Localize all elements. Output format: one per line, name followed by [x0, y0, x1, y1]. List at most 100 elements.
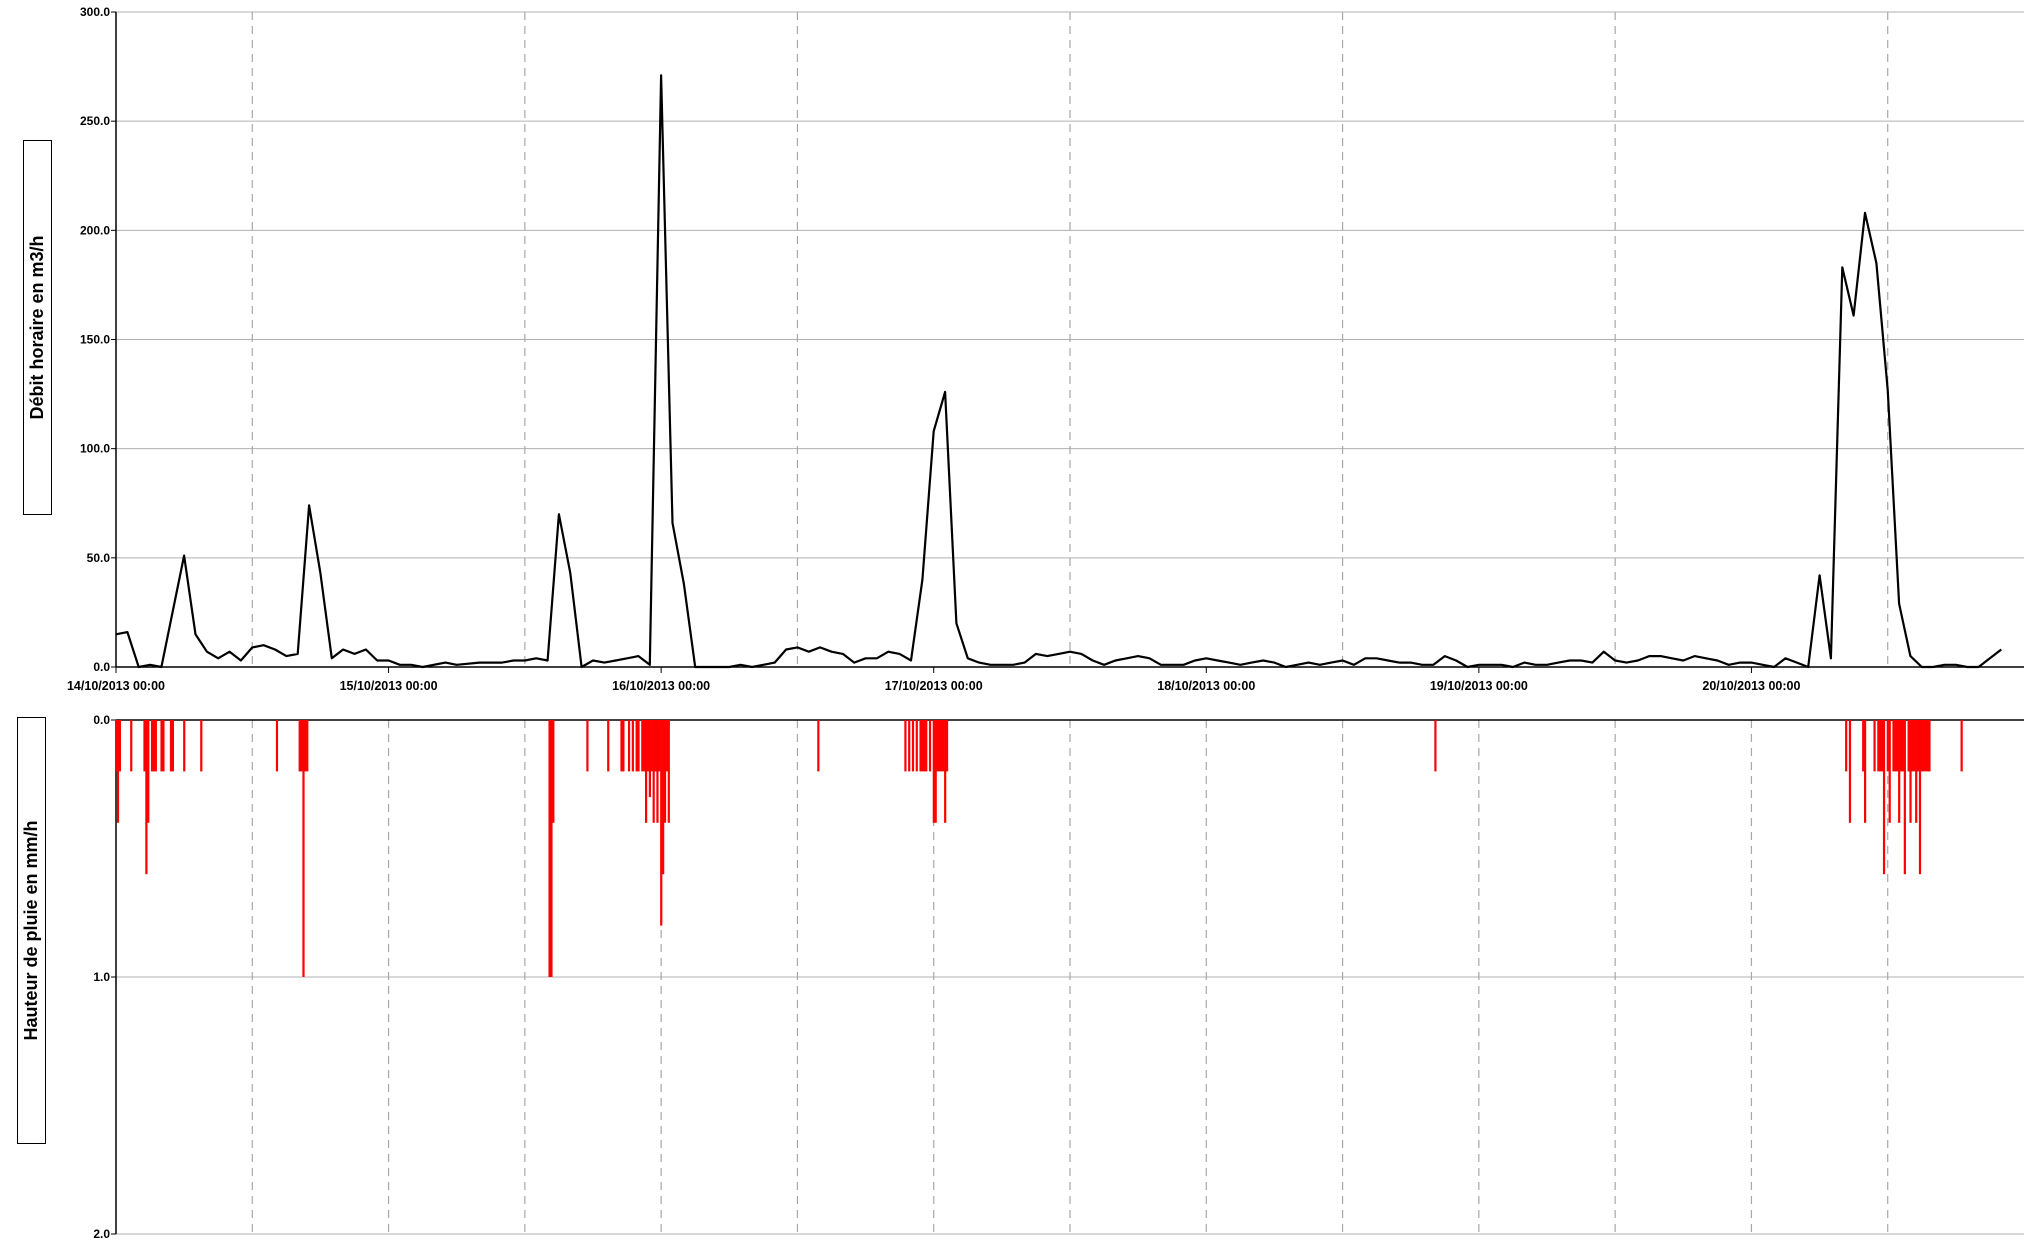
flow-y-tick-label: 0.0 [93, 660, 110, 674]
rain-bar [1845, 720, 1848, 772]
flow-y-tick-label: 50.0 [87, 551, 111, 565]
rain-bar [665, 720, 669, 772]
rain-bar [654, 720, 657, 772]
flow-x-tick-label: 14/10/2013 00:00 [67, 679, 165, 693]
rain-bar [1888, 720, 1891, 823]
rain-bar [648, 720, 651, 798]
rain-bar [306, 720, 309, 772]
rain-y-tick-label: 0.0 [93, 713, 110, 727]
rain-bar [945, 720, 949, 772]
rain-bar [928, 720, 932, 772]
rain-bar [923, 720, 926, 772]
rain-bar [183, 720, 186, 772]
rain-bar [1896, 720, 1899, 772]
rain-bar [1862, 720, 1865, 772]
rain-bar [1886, 720, 1889, 772]
rain-y-axis-label: Hauteur de pluie en mm/h [17, 717, 46, 1144]
rain-bar [552, 720, 555, 823]
rain-bar [921, 720, 924, 772]
rain-bar [150, 720, 154, 772]
rain-bar [145, 720, 148, 875]
rain-bar [908, 720, 911, 772]
rain-bar [1848, 720, 1852, 823]
rain-bar [300, 720, 303, 772]
rain-bar [1909, 720, 1912, 823]
rain-bar [1911, 720, 1914, 772]
rain-bar [1901, 720, 1905, 772]
rain-bar [667, 720, 670, 823]
flow-x-tick-label: 20/10/2013 00:00 [1702, 679, 1800, 693]
rain-bar [932, 720, 935, 823]
rain-bar [1864, 720, 1867, 823]
rain-bar [607, 720, 610, 772]
flow-y-tick-label: 100.0 [80, 442, 110, 456]
rain-bar [627, 720, 631, 772]
rain-bar [915, 720, 918, 772]
rain-bar [1881, 720, 1884, 772]
rain-bar [620, 720, 623, 772]
rain-bar [302, 720, 305, 977]
rain-bar [1926, 720, 1929, 772]
rain-bar [656, 720, 659, 823]
rain-bar [304, 720, 307, 772]
rain-bar [911, 720, 915, 772]
rain-bar [1882, 720, 1886, 875]
rain-bar [1960, 720, 1963, 772]
flow-x-tick-label: 16/10/2013 00:00 [612, 679, 710, 693]
rain-bar [1879, 720, 1882, 772]
rain-bar [130, 720, 133, 772]
rain-bar [548, 720, 551, 977]
rain-bar [934, 720, 937, 823]
rain-bar [641, 720, 644, 772]
rain-bar [550, 720, 553, 977]
rain-bar [298, 720, 301, 772]
rain-bar [940, 720, 943, 772]
rain-bar [925, 720, 928, 772]
rain-bar [904, 720, 907, 772]
flow-y-axis-label: Débit horaire en m3/h [23, 140, 52, 515]
rain-bar [275, 720, 279, 772]
flow-x-tick-label: 19/10/2013 00:00 [1430, 679, 1528, 693]
rain-bar [1899, 720, 1903, 772]
rain-bar [650, 720, 653, 772]
rain-bar [663, 720, 667, 823]
flow-y-tick-label: 200.0 [80, 223, 110, 237]
rain-bar [152, 720, 156, 772]
rain-bar [645, 720, 648, 823]
rain-bar [919, 720, 922, 772]
rain-bar [646, 720, 650, 772]
flow-x-tick-label: 15/10/2013 00:00 [340, 679, 438, 693]
flow-x-tick-label: 17/10/2013 00:00 [885, 679, 983, 693]
flow-y-tick-label: 300.0 [80, 5, 110, 19]
rain-bar [938, 720, 941, 772]
flow-y-tick-label: 250.0 [80, 114, 110, 128]
rain-bar [1894, 720, 1897, 772]
rain-bar [1907, 720, 1910, 772]
rain-bar [143, 720, 146, 772]
rain-bar [115, 720, 118, 772]
rain-bar [147, 720, 150, 823]
rain-y-tick-label: 1.0 [93, 970, 110, 984]
rain-bar [1898, 720, 1901, 823]
rain-bar [586, 720, 589, 772]
rain-bar [643, 720, 646, 772]
rain-bar [1877, 720, 1880, 772]
rain-bar [171, 720, 174, 772]
rain-bar [652, 720, 655, 823]
rain-bar [635, 720, 638, 772]
rain-bar [200, 720, 203, 772]
flow-series-line [115, 74, 2002, 669]
rain-bar [622, 720, 625, 772]
rain-bar [936, 720, 939, 772]
rain-bar [1917, 720, 1920, 772]
rain-bar [154, 720, 157, 772]
rain-y-tick-label: 2.0 [93, 1227, 110, 1241]
rain-bar [817, 720, 820, 772]
rain-bar [658, 720, 661, 772]
rain-bar [1922, 720, 1925, 772]
rain-bar [660, 720, 663, 926]
rain-bar [118, 720, 121, 772]
rain-bar [116, 720, 120, 823]
